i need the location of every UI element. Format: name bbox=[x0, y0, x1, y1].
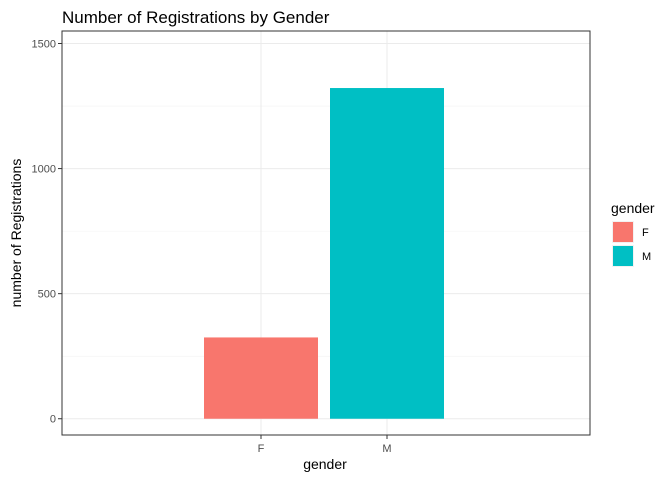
bar-M bbox=[330, 88, 444, 419]
x-axis-title: gender bbox=[303, 456, 347, 472]
legend: gender FM bbox=[611, 200, 655, 267]
legend-key-M bbox=[613, 246, 633, 266]
y-tick-label: 0 bbox=[50, 414, 56, 426]
x-tick-label: M bbox=[382, 443, 391, 455]
legend-label-F: F bbox=[642, 227, 649, 239]
x-tick-label: F bbox=[258, 443, 265, 455]
plot-area: 0 500 1000 1500 F M bbox=[32, 30, 591, 455]
y-tick-label: 1500 bbox=[32, 39, 56, 51]
legend-key-F bbox=[613, 222, 633, 242]
plot-background bbox=[62, 31, 590, 435]
legend-title: gender bbox=[611, 200, 655, 216]
y-axis-title: number of Registrations bbox=[8, 159, 24, 308]
legend-label-M: M bbox=[642, 251, 651, 263]
y-tick-label: 500 bbox=[38, 289, 56, 301]
bar-F bbox=[204, 337, 318, 419]
plot-border bbox=[61, 30, 591, 436]
y-tick-label: 1000 bbox=[32, 164, 56, 176]
chart-title: Number of Registrations by Gender bbox=[62, 8, 330, 27]
